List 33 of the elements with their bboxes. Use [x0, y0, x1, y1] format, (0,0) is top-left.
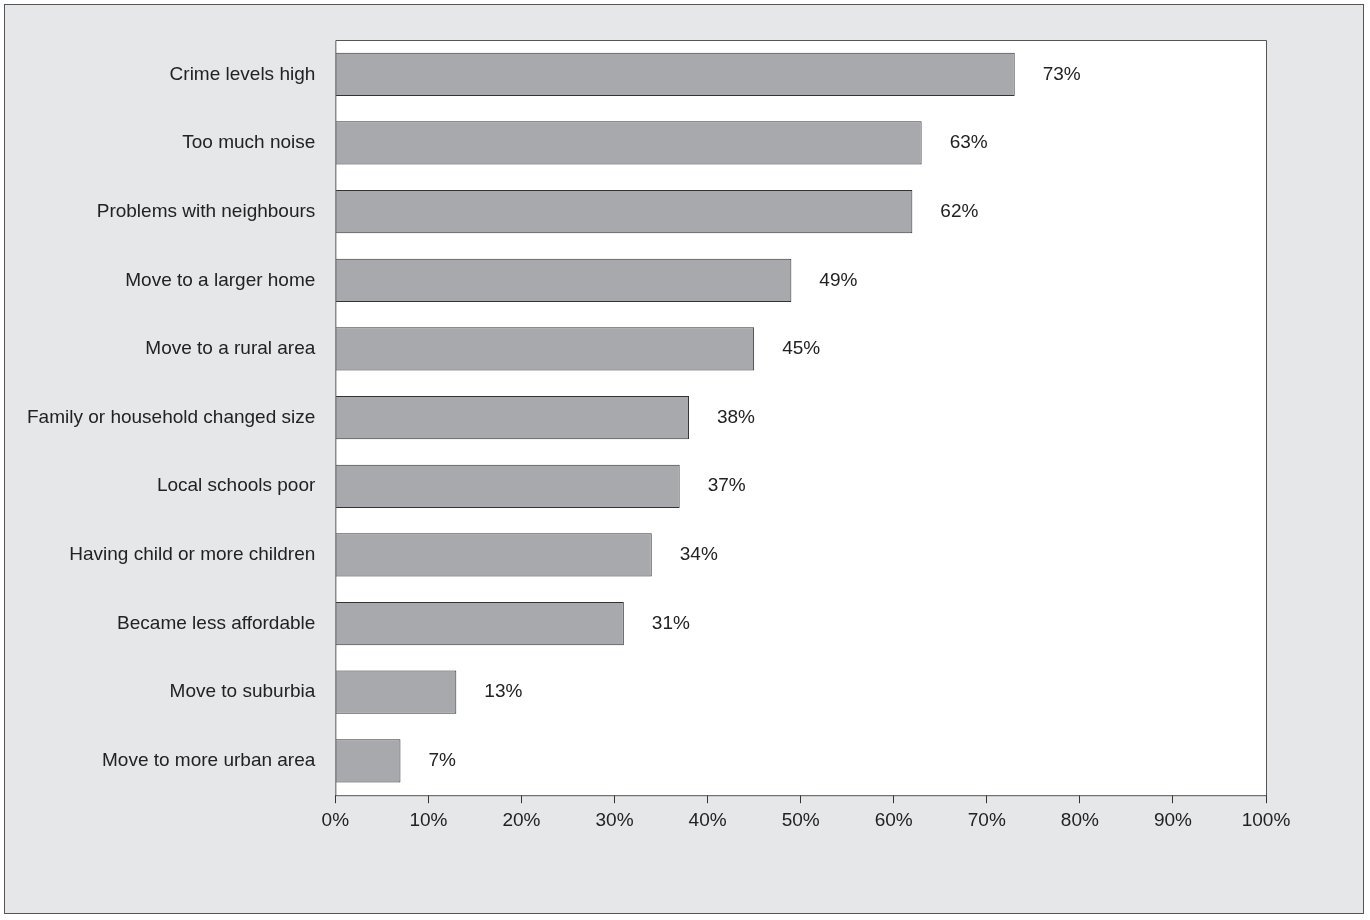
data-label: 7% [428, 749, 457, 771]
y-tick-label: Move to a rural area [145, 337, 316, 359]
y-tick-label: Having child or more children [69, 543, 316, 565]
x-tick-label: 10% [409, 808, 448, 830]
y-tick-label: Problems with neighbours [96, 199, 316, 221]
data-label: 13% [484, 680, 523, 702]
y-tick-label: Family or household changed size [26, 405, 316, 427]
data-label: 45% [782, 337, 821, 359]
x-tick-label: 30% [595, 808, 634, 830]
x-tick-label: 20% [502, 808, 541, 830]
y-tick-label: Too much noise [182, 131, 316, 153]
x-tick-label: 40% [688, 808, 727, 830]
x-tick-label: 90% [1153, 808, 1193, 830]
data-label: 38% [716, 405, 756, 427]
x-tick-label: 80% [1060, 808, 1099, 830]
data-label: 31% [651, 611, 690, 633]
data-label: 34% [679, 543, 718, 565]
x-tick-label: 100% [1241, 808, 1291, 830]
data-label: 73% [1042, 62, 1081, 84]
data-label: 37% [707, 474, 746, 496]
y-tick-label: Crime levels high [169, 62, 316, 84]
y-tick-label: Became less affordable [117, 611, 316, 633]
data-label: 62% [940, 199, 979, 221]
x-tick-label: 0% [321, 808, 350, 830]
x-tick-label: 50% [781, 808, 820, 830]
y-tick-label: Local schools poor [156, 474, 316, 496]
y-tick-label: Move to suburbia [169, 680, 316, 702]
data-label: 63% [949, 131, 988, 153]
y-tick-label: Move to a larger home [125, 268, 316, 290]
x-tick-label: 70% [967, 808, 1006, 830]
x-tick-label: 60% [874, 808, 913, 830]
y-tick-label: Move to more urban area [101, 749, 316, 771]
data-label: 49% [819, 268, 858, 290]
